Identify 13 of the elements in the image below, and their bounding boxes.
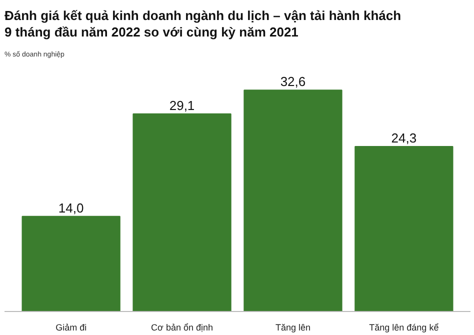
bar: [22, 216, 120, 312]
x-tick-label: Giảm đi: [56, 322, 87, 332]
bar: [132, 113, 232, 312]
data-label: 24,3: [391, 130, 417, 146]
data-label: 14,0: [58, 200, 84, 216]
bar: [244, 90, 342, 312]
x-tick-label: Tăng lên: [275, 322, 310, 332]
data-label: 32,6: [280, 74, 306, 90]
chart-title: Đánh giá kết quả kinh doanh ngành du lịch – vận tải hành khách 9 tháng đầu năm 2022 so với cùng kỳ năm 2021: [4, 8, 402, 40]
data-label: 29,1: [169, 98, 195, 113]
x-tick-label: Cơ bản ổn định: [151, 322, 214, 332]
bar: [354, 146, 454, 312]
x-tick-label: Tăng lên đáng kể: [369, 322, 439, 332]
